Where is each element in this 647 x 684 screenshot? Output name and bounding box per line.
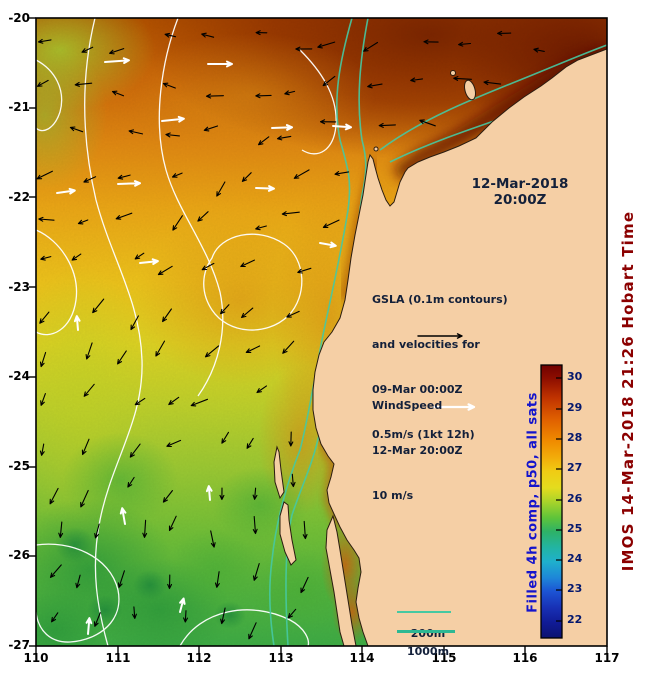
depth-200m-line [397,611,451,613]
colorbar-tick: 30 [567,370,583,383]
axis-tick-lon: 114 [349,651,375,665]
gsla-contours [36,18,337,646]
colorbar [540,364,563,639]
colorbar-tick: 23 [567,582,583,595]
datetime-time: 20:00Z [493,192,547,208]
depth-legend: 1000m [398,614,458,674]
axis-tick-lat: -24 [8,369,30,383]
barrow-island [464,79,476,101]
gsla-legend-line: GSLA (0.1m contours) [372,293,508,306]
axis-tick-lon: 110 [23,651,49,665]
colorbar-title: Filled 4h comp, p50, all sats [525,392,541,613]
axis-tick-lat: -26 [8,548,30,562]
current-velocity-arrows [36,30,545,640]
mainland [312,48,607,646]
wind-legend-line: WindSpeed [372,399,443,412]
plot-border [35,17,608,647]
imos-credit: IMOS 14-Mar-2018 21:26 Hobart Time [619,210,637,572]
axis-tick-lon: 115 [431,651,457,665]
axis-tick-lat: -25 [8,459,30,473]
wind-legend-line: 12-Mar 20:00Z [372,444,463,457]
gsla-legend-line: 09-Mar 00:00Z [372,383,463,396]
colorbar-tick: 29 [567,401,583,414]
wind-arrows [56,57,476,635]
depth-1000m-line [397,630,455,633]
peron-peninsula [325,514,357,646]
axis-tick-marks [29,17,608,653]
island [373,146,379,152]
axis-tick-lon: 111 [105,651,131,665]
colorbar-tick: 24 [567,552,583,565]
bernier-dorre-islands [273,445,285,500]
axis-tick-lon: 112 [186,651,212,665]
axis-tick-lat: -22 [8,190,30,204]
colorbar-tick: 26 [567,492,583,505]
axis-tick-lon: 117 [594,651,620,665]
axis-tick-lon: 113 [268,651,294,665]
datetime-label: 12-Mar-2018 20:00Z [450,176,590,208]
wind-legend-line: 10 m/s [372,489,414,502]
axis-tick-lon: 116 [512,651,538,665]
gsla-legend: GSLA (0.1m contours) and velocities for … [372,262,508,457]
wind-legend: WindSpeed 12-Mar 20:00Z 10 m/s [372,368,463,518]
datetime-date: 12-Mar-2018 [471,176,569,192]
island [450,70,456,76]
colorbar-tick: 28 [567,431,583,444]
axis-tick-lat: -23 [8,280,30,294]
colorbar-tick: 27 [567,461,583,474]
colorbar-tick-marks [556,377,562,622]
axis-tick-lat: -20 [8,11,30,25]
gsla-legend-line: 0.5m/s (1kt 12h) [372,428,475,441]
depth-1000m-label: 1000m [406,645,450,658]
axis-tick-lat: -27 [8,638,30,652]
colorbar-tick: 25 [567,522,583,535]
dirk-hartog-island [279,501,297,566]
colorbar-tick: 22 [567,613,583,626]
gsla-legend-line: and velocities for [372,338,480,351]
land-mass [273,48,607,646]
axis-tick-lat: -21 [8,100,30,114]
